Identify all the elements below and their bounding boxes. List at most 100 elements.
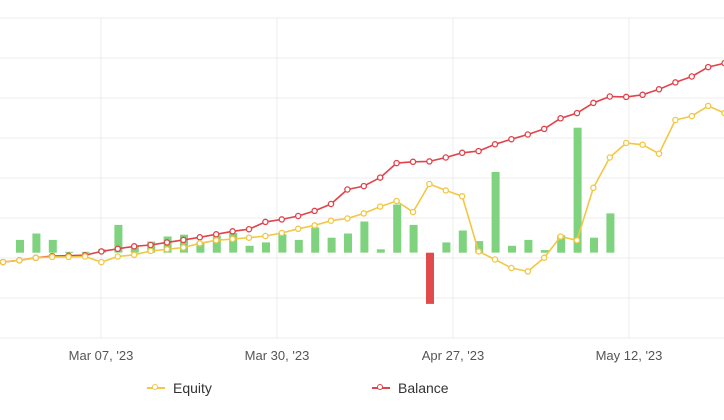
equity-point[interactable] — [688, 112, 696, 120]
profit-bar[interactable] — [327, 237, 336, 253]
equity-point[interactable] — [458, 193, 466, 200]
equity-point[interactable] — [344, 215, 351, 222]
balance-point[interactable] — [704, 63, 712, 71]
balance-point[interactable] — [98, 248, 105, 255]
equity-point[interactable] — [130, 251, 138, 259]
profit-bar[interactable] — [360, 221, 369, 253]
balance-point[interactable] — [606, 93, 614, 100]
equity-point[interactable] — [98, 258, 105, 266]
balance-point[interactable] — [360, 182, 368, 190]
equity-point[interactable] — [475, 248, 482, 255]
equity-point[interactable] — [409, 208, 417, 216]
profit-bar[interactable] — [212, 235, 221, 253]
balance-point[interactable] — [262, 218, 269, 226]
profit-bar[interactable] — [606, 213, 615, 253]
profit-bar[interactable] — [294, 239, 303, 253]
balance-point[interactable] — [524, 131, 532, 138]
profit-bar[interactable] — [245, 245, 254, 253]
balance-point[interactable] — [180, 236, 187, 244]
equity-point[interactable] — [32, 254, 40, 262]
balance-point[interactable] — [557, 115, 564, 122]
profit-bar[interactable] — [48, 239, 57, 253]
balance-point[interactable] — [573, 109, 581, 117]
balance-point[interactable] — [294, 212, 302, 220]
balance-point[interactable] — [147, 241, 154, 249]
equity-point[interactable] — [180, 244, 187, 251]
profit-bar[interactable] — [65, 251, 74, 253]
profit-bar[interactable] — [573, 127, 582, 253]
equity-point[interactable] — [655, 150, 663, 157]
balance-point[interactable] — [688, 73, 696, 80]
equity-point[interactable] — [639, 141, 646, 148]
equity-point[interactable] — [442, 187, 450, 194]
balance-point[interactable] — [376, 174, 384, 181]
profit-bar[interactable] — [524, 239, 533, 253]
profit-bar[interactable] — [229, 233, 238, 253]
equity-point[interactable] — [573, 237, 581, 244]
balance-point[interactable] — [622, 93, 630, 101]
balance-point[interactable] — [311, 207, 318, 215]
balance-point[interactable] — [229, 228, 236, 235]
balance-point[interactable] — [458, 149, 466, 157]
balance-point[interactable] — [393, 159, 400, 167]
balance-point[interactable] — [426, 158, 433, 165]
equity-point[interactable] — [508, 264, 515, 272]
balance-point[interactable] — [245, 225, 253, 233]
balance-point[interactable] — [508, 135, 515, 143]
profit-bar[interactable] — [590, 237, 598, 253]
equity-point[interactable] — [229, 235, 236, 243]
equity-point[interactable] — [16, 257, 23, 264]
profit-bar[interactable] — [540, 250, 549, 253]
balance-point[interactable] — [212, 231, 220, 238]
equity-point[interactable] — [65, 253, 72, 261]
balance-point[interactable] — [672, 79, 679, 86]
balance-point[interactable] — [163, 239, 171, 246]
profit-bar[interactable] — [409, 224, 418, 253]
balance-point[interactable] — [639, 91, 646, 99]
profit-bar[interactable] — [114, 224, 123, 253]
profit-bar[interactable] — [311, 227, 320, 253]
equity-point[interactable] — [163, 246, 171, 253]
balance-point[interactable] — [475, 147, 482, 155]
profit-bar[interactable] — [426, 252, 434, 304]
equity-point[interactable] — [48, 253, 56, 261]
equity-point[interactable] — [606, 154, 614, 161]
equity-point[interactable] — [311, 222, 318, 229]
balance-point[interactable] — [196, 234, 204, 241]
equity-point[interactable] — [672, 116, 679, 124]
profit-bar[interactable] — [278, 234, 287, 253]
profit-bar[interactable] — [16, 239, 24, 253]
balance-point[interactable] — [278, 216, 286, 223]
equity-point[interactable] — [196, 240, 204, 247]
balance-point[interactable] — [327, 200, 335, 208]
profit-bar[interactable] — [344, 233, 352, 253]
equity-point[interactable] — [114, 253, 122, 260]
equity-point[interactable] — [376, 203, 384, 210]
balance-point[interactable] — [409, 158, 417, 166]
profit-bar[interactable] — [393, 204, 402, 253]
equity-point[interactable] — [327, 217, 335, 224]
balance-point[interactable] — [655, 86, 663, 93]
equity-point[interactable] — [540, 254, 548, 262]
equity-point[interactable] — [557, 233, 564, 240]
equity-point[interactable] — [590, 184, 597, 192]
profit-bar[interactable] — [32, 233, 41, 253]
equity-point[interactable] — [262, 232, 269, 240]
profit-bar[interactable] — [196, 242, 205, 253]
profit-bar[interactable] — [475, 241, 484, 253]
balance-point[interactable] — [130, 243, 138, 250]
legend-item-balance[interactable]: Balance — [372, 380, 449, 396]
equity-series[interactable] — [0, 71, 724, 275]
balance-point[interactable] — [540, 125, 548, 133]
profit-bar[interactable] — [180, 234, 188, 253]
equity-point[interactable] — [704, 102, 712, 110]
equity-point[interactable] — [426, 180, 433, 188]
equity-point[interactable] — [360, 210, 368, 217]
profit-bar[interactable] — [376, 249, 385, 253]
equity-point[interactable] — [147, 247, 154, 255]
equity-point[interactable] — [81, 253, 89, 260]
profit-bar[interactable] — [491, 172, 500, 253]
balance-point[interactable] — [344, 186, 351, 193]
balance-point[interactable] — [491, 141, 499, 148]
equity-point[interactable] — [491, 256, 499, 263]
